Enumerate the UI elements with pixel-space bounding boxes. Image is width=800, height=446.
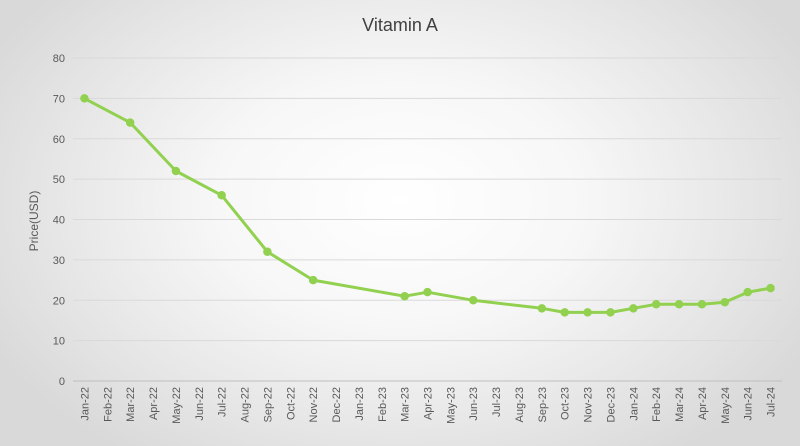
x-tick-label: Nov-22 [308, 387, 320, 422]
x-tick-label: May-23 [445, 387, 457, 424]
x-tick-label: May-24 [720, 387, 732, 424]
data-point [171, 166, 181, 176]
x-tick-label: Apr-24 [697, 387, 709, 420]
y-tick-label: 0 [59, 376, 65, 388]
data-point [629, 304, 638, 313]
x-axis-ticks: Jan-22 Feb-22 Mar-22 Apr-22 May-22 Jun-22 Jul-… [79, 387, 777, 424]
x-tick-label: Apr-23 [423, 387, 435, 420]
x-tick-label: Feb-24 [651, 387, 663, 422]
data-point [537, 304, 547, 313]
x-tick-label: Jan-22 [79, 387, 91, 421]
y-tick-label: 40 [53, 215, 65, 227]
data-point [400, 291, 409, 301]
x-tick-label: Aug-23 [514, 387, 526, 422]
x-tick-label: Feb-22 [102, 387, 114, 422]
data-point [697, 300, 707, 309]
y-axis-label: Price(USD) [27, 191, 41, 252]
data-point [651, 300, 661, 309]
series-line [82, 96, 773, 314]
series-vitamin-a [80, 94, 775, 317]
chart-title: Vitamin A [362, 15, 438, 35]
y-tick-label: 80 [53, 53, 65, 65]
x-tick-label: Jul-24 [766, 387, 778, 417]
x-tick-label: Oct-23 [560, 387, 572, 420]
x-tick-label: Jul-23 [491, 387, 503, 417]
data-point [743, 287, 752, 297]
x-tick-label: Jul-22 [217, 387, 229, 417]
data-point [423, 287, 432, 297]
x-tick-label: Aug-22 [240, 387, 252, 422]
y-tick-label: 70 [53, 93, 65, 105]
y-axis-ticks: 0 10 20 30 40 50 60 70 80 [53, 53, 65, 388]
x-tick-label: May-22 [171, 387, 183, 424]
x-tick-label: Sep-22 [262, 387, 274, 422]
x-tick-label: Dec-22 [331, 387, 343, 422]
x-tick-label: Jan-23 [354, 387, 366, 421]
x-tick-label: Oct-22 [285, 387, 297, 420]
data-point [263, 247, 272, 257]
x-tick-label: Apr-22 [148, 387, 160, 420]
y-tick-label: 10 [53, 336, 65, 348]
x-tick-label: Mar-23 [400, 387, 412, 422]
data-point [720, 298, 730, 307]
x-tick-label: Jun-24 [743, 387, 755, 421]
x-tick-label: Mar-24 [674, 387, 686, 422]
x-tick-label: Jan-24 [628, 387, 640, 421]
y-tick-label: 20 [53, 295, 65, 307]
data-point [80, 94, 89, 103]
data-point [606, 308, 615, 317]
y-tick-label: 30 [53, 255, 65, 267]
x-tick-label: Mar-22 [125, 387, 137, 422]
data-point [560, 308, 569, 317]
data-point [217, 191, 226, 200]
data-point [674, 300, 684, 309]
y-tick-label: 60 [53, 134, 65, 146]
x-tick-label: Dec-23 [605, 387, 617, 422]
x-tick-label: Jun-23 [468, 387, 480, 421]
gridlines [73, 57, 782, 382]
data-point [766, 283, 775, 293]
x-tick-label: Sep-23 [537, 387, 549, 422]
x-tick-label: Feb-23 [377, 387, 389, 422]
x-tick-label: Nov-23 [583, 387, 595, 422]
data-point [583, 308, 592, 317]
y-tick-label: 50 [53, 174, 65, 186]
data-point [125, 118, 135, 127]
x-tick-label: Jun-22 [194, 387, 206, 421]
data-point [468, 296, 478, 305]
data-point [308, 275, 318, 285]
